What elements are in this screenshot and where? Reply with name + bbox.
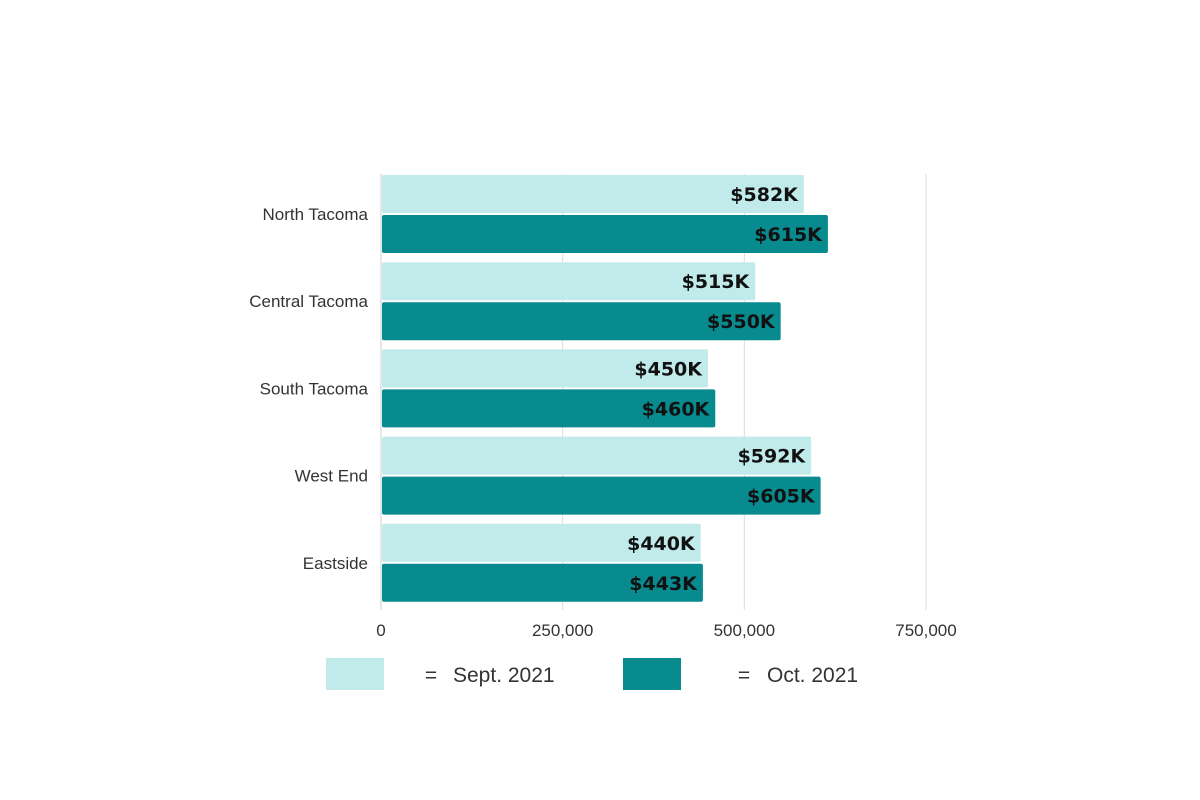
data-label: $460K [642, 398, 711, 420]
legend-swatch-oct-2021 [623, 658, 681, 690]
x-tick-label: 250,000 [532, 621, 593, 640]
x-tick-label: 0 [376, 621, 385, 640]
bar-sept-2021-north-tacoma [382, 175, 804, 213]
data-label: $443K [629, 573, 698, 595]
bars [382, 175, 828, 602]
data-label: $515K [682, 271, 751, 293]
axes: 0 250,000 500,000 750,000 North Tacoma Centra… [249, 174, 957, 640]
category-label-south-tacoma: South Tacoma [260, 379, 369, 398]
bar-sept-2021-eastside [382, 523, 701, 562]
data-label: $440K [627, 533, 696, 555]
data-label: $615K [754, 224, 823, 246]
legend-label-sept-2021: Sept. 2021 [453, 664, 555, 687]
category-label-west-end: West End [295, 467, 368, 486]
data-labels: $582K $615K $515K $550K $450K $460K $592K $605K… [627, 184, 823, 595]
bar-sept-2021-west-end [382, 436, 812, 475]
data-label: $592K [738, 446, 807, 468]
bar-oct-2021-central-tacoma [382, 302, 781, 341]
data-label: $605K [747, 486, 816, 508]
bar-oct-2021-eastside [382, 563, 703, 602]
x-tick-label: 750,000 [895, 621, 956, 640]
legend-equals: = [425, 664, 437, 687]
legend: = Sept. 2021 = Oct. 2021 [326, 658, 858, 690]
data-label: $550K [707, 311, 776, 333]
bar-sept-2021-south-tacoma [382, 349, 708, 388]
legend-label-oct-2021: Oct. 2021 [767, 664, 858, 687]
category-label-central-tacoma: Central Tacoma [249, 292, 368, 311]
legend-swatch-sept-2021 [326, 658, 384, 690]
bar-oct-2021-south-tacoma [382, 389, 716, 428]
x-tick-label: 500,000 [714, 621, 775, 640]
category-label-north-tacoma: North Tacoma [262, 205, 368, 224]
data-label: $582K [730, 184, 799, 206]
bar-oct-2021-west-end [382, 476, 821, 515]
bar-oct-2021-north-tacoma [382, 215, 828, 253]
bar-sept-2021-central-tacoma [382, 262, 756, 301]
legend-equals: = [738, 664, 750, 687]
category-label-eastside: Eastside [303, 554, 368, 573]
data-label: $450K [634, 358, 703, 380]
